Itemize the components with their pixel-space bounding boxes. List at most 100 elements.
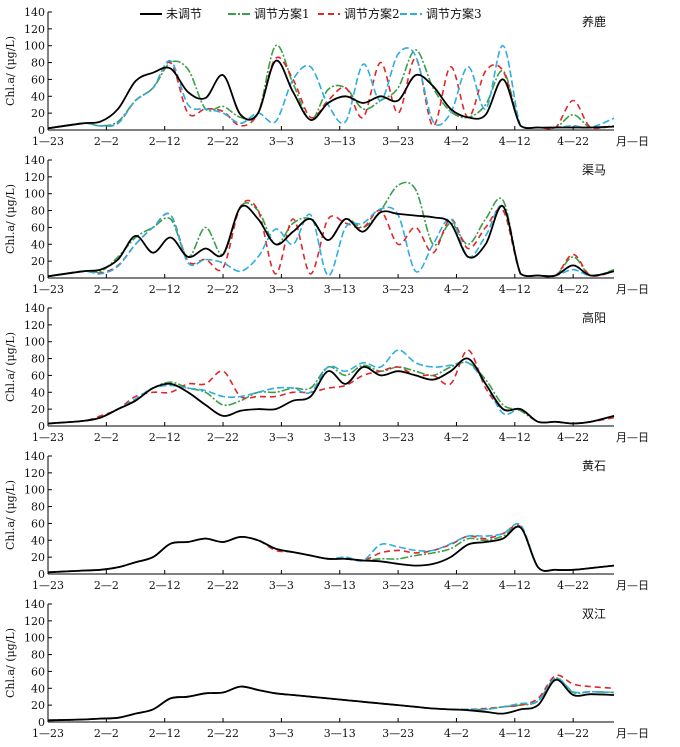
y-tick-label: 100 xyxy=(24,484,45,497)
y-tick-label: 100 xyxy=(24,40,45,53)
x-tick-label: 4—12 xyxy=(499,579,531,592)
y-axis-label: Chl.a/ (μg/L) xyxy=(4,36,17,106)
y-tick-label: 140 xyxy=(24,154,45,167)
x-tick-label: 4—2 xyxy=(444,283,469,296)
y-axis-label: Chl.a/ (μg/L) xyxy=(4,480,17,550)
x-axis-label: 月—日 xyxy=(616,579,649,592)
x-axis-label: 月—日 xyxy=(616,283,649,296)
x-tick-label: 4—2 xyxy=(444,431,469,444)
x-tick-label: 1—23 xyxy=(32,431,64,444)
y-tick-label: 120 xyxy=(24,171,45,184)
y-axis-label: Chl.a/ (μg/L) xyxy=(4,184,17,254)
y-tick-label: 120 xyxy=(24,23,45,36)
y-tick-label: 80 xyxy=(31,57,45,70)
y-tick-label: 40 xyxy=(31,386,45,399)
legend-label-0: 未调节 xyxy=(166,7,202,21)
y-axis-label: Chl.a/ (μg/L) xyxy=(4,628,17,698)
x-tick-label: 3—23 xyxy=(382,135,414,148)
x-tick-label: 1—23 xyxy=(32,135,64,148)
station-name: 双江 xyxy=(582,607,606,621)
x-tick-label: 2—22 xyxy=(207,135,239,148)
series-line-2 xyxy=(47,524,615,574)
y-tick-label: 120 xyxy=(24,615,45,628)
x-tick-label: 3—13 xyxy=(324,135,356,148)
x-tick-label: 4—2 xyxy=(444,579,469,592)
series-line-3 xyxy=(47,522,615,574)
x-tick-label: 3—3 xyxy=(269,727,294,740)
y-tick-label: 80 xyxy=(31,649,45,662)
legend-label-1: 调节方案1 xyxy=(254,6,310,21)
x-tick-label: 4—2 xyxy=(444,727,469,740)
x-tick-label: 4—12 xyxy=(499,283,531,296)
legend: 未调节 调节方案1 调节方案2 调节方案3 xyxy=(140,6,482,21)
x-tick-label: 2—22 xyxy=(207,727,239,740)
series-line-3 xyxy=(47,44,615,130)
y-tick-label: 20 xyxy=(31,107,45,120)
x-tick-label: 4—12 xyxy=(499,135,531,148)
x-tick-label: 3—23 xyxy=(382,431,414,444)
x-tick-label: 3—3 xyxy=(269,135,294,148)
y-tick-label: 80 xyxy=(31,501,45,514)
x-tick-label: 3—23 xyxy=(382,579,414,592)
x-tick-label: 2—12 xyxy=(149,727,181,740)
y-tick-label: 0 xyxy=(38,124,45,137)
x-tick-label: 2—12 xyxy=(149,579,181,592)
y-tick-label: 20 xyxy=(31,403,45,416)
x-tick-label: 2—2 xyxy=(94,579,119,592)
x-tick-label: 2—22 xyxy=(207,579,239,592)
x-tick-label: 2—2 xyxy=(94,283,119,296)
y-tick-label: 80 xyxy=(31,205,45,218)
y-tick-label: 40 xyxy=(31,534,45,547)
y-tick-label: 0 xyxy=(38,716,45,729)
x-tick-label: 2—2 xyxy=(94,135,119,148)
series-line-0 xyxy=(47,357,615,425)
y-tick-label: 120 xyxy=(24,319,45,332)
y-tick-label: 20 xyxy=(31,699,45,712)
y-tick-label: 100 xyxy=(24,336,45,349)
x-tick-label: 4—12 xyxy=(499,727,531,740)
x-axis-label: 月—日 xyxy=(616,431,649,444)
y-tick-label: 100 xyxy=(24,188,45,201)
x-tick-label: 3—13 xyxy=(324,283,356,296)
y-tick-label: 60 xyxy=(31,517,45,530)
y-tick-label: 60 xyxy=(31,665,45,678)
y-tick-label: 120 xyxy=(24,467,45,480)
x-tick-label: 3—3 xyxy=(269,283,294,296)
panel-0: 0 20 40 60 80 100 120 140 1—23 2—2 2—12 2—22 3—3 3—13… xyxy=(4,6,649,148)
y-tick-label: 40 xyxy=(31,90,45,103)
series-line-0 xyxy=(47,59,615,130)
series-line-1 xyxy=(47,44,615,130)
series-line-0 xyxy=(47,204,615,278)
x-tick-label: 4—22 xyxy=(557,431,589,444)
y-tick-label: 0 xyxy=(38,272,45,285)
y-axis-label: Chl.a/ (μg/L) xyxy=(4,332,17,402)
x-tick-label: 4—22 xyxy=(557,135,589,148)
station-name: 渠马 xyxy=(582,163,606,177)
series-line-0 xyxy=(47,678,615,722)
series-line-0 xyxy=(47,525,615,574)
x-tick-label: 2—22 xyxy=(207,283,239,296)
panel-1: 0 20 40 60 80 100 120 140 1—23 2—2 2—12 2—22 3—3 3—13… xyxy=(4,154,649,296)
station-name: 黄石 xyxy=(582,459,606,473)
legend-label-2: 调节方案2 xyxy=(344,6,400,21)
series-line-1 xyxy=(47,181,615,278)
x-tick-label: 3—3 xyxy=(269,431,294,444)
panel-2: 0 20 40 60 80 100 120 140 1—23 2—2 2—12 2—22 3—3 3—13… xyxy=(4,302,649,444)
series-line-2 xyxy=(47,349,615,425)
y-tick-label: 80 xyxy=(31,353,45,366)
y-tick-label: 100 xyxy=(24,632,45,645)
y-tick-label: 140 xyxy=(24,450,45,463)
x-tick-label: 2—12 xyxy=(149,135,181,148)
panel-3: 0 20 40 60 80 100 120 140 1—23 2—2 2—12 2—22 3—3 3—13… xyxy=(4,450,649,592)
station-name: 高阳 xyxy=(582,310,606,325)
series-line-2 xyxy=(47,56,615,130)
y-tick-label: 60 xyxy=(31,73,45,86)
y-tick-label: 140 xyxy=(24,302,45,315)
x-tick-label: 3—23 xyxy=(382,283,414,296)
x-tick-label: 2—12 xyxy=(149,283,181,296)
y-tick-label: 40 xyxy=(31,682,45,695)
y-tick-label: 20 xyxy=(31,551,45,564)
panel-4: 0 20 40 60 80 100 120 140 1—23 2—2 2—12 2—22 3—3 3—13… xyxy=(4,598,649,740)
x-tick-label: 3—3 xyxy=(269,579,294,592)
